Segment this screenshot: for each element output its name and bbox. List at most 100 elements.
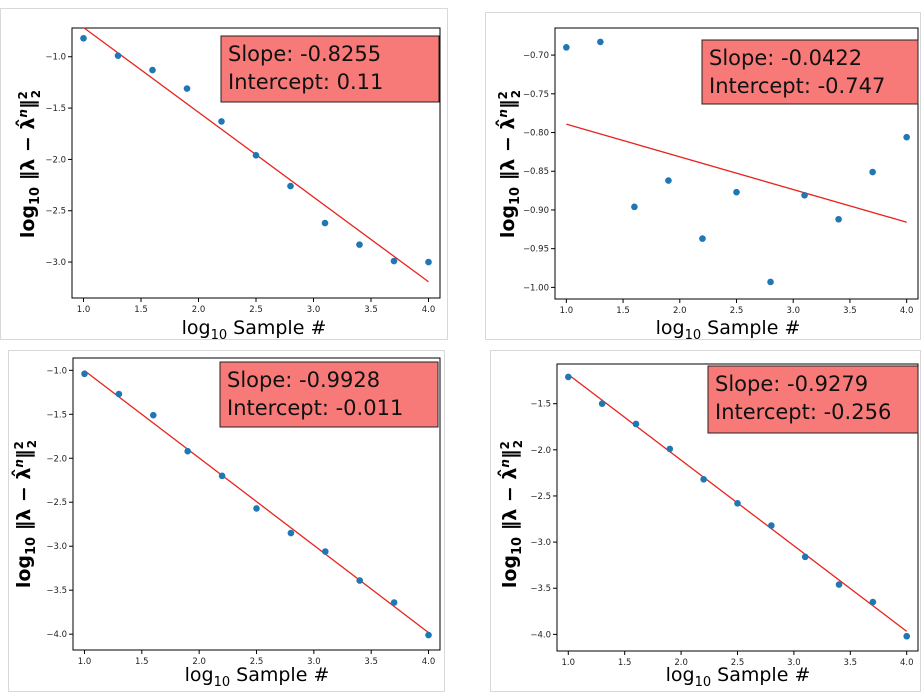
data-point [218,118,225,125]
data-point [149,66,156,74]
data-point [835,215,842,223]
slope-text: Slope: -0.9279 [715,372,868,396]
annotation-box [707,365,919,434]
chart-panel-2: 1.0 1.5 2.0 2.5 3.0 3.5 4.0 −0.70 −0.75 −0.80 −0.8… [485,12,921,343]
data-point [835,581,843,588]
x-tick-label: 3.5 [364,657,378,667]
annotation-box [219,361,439,428]
y-tick-label: −3.5 [530,584,551,594]
data-point [80,34,87,42]
x-tick-label: 3.0 [307,657,321,667]
y-tick-label: −3.5 [46,586,67,596]
data-point [356,241,363,248]
data-point [869,168,876,176]
chart-panels: 1.0 1.5 2.0 2.5 3.0 3.5 4.0 −1.0 −1.5 −2.0 −2.5 −3.… [0,8,921,692]
y-tick-label: −3.0 [530,538,551,548]
y-tick-label: −1.5 [530,400,551,410]
x-tick-label: 2.0 [673,306,687,316]
x-tick-label: 3.0 [307,305,321,315]
y-tick-label: −0.75 [523,90,549,100]
x-axis-label: log10 Sample # [185,664,330,690]
data-point [869,598,877,606]
regression-line [84,370,429,634]
y-tick-label: −1.5 [46,410,67,420]
x-tick-label: 3.0 [787,658,801,668]
data-point [183,85,191,92]
fit-annotation: Slope: -0.0422 Intercept: -0.747 [701,39,919,105]
data-point [734,500,741,507]
data-point [801,553,809,561]
x-tick-label: 4.0 [900,306,914,316]
slope-text: Slope: -0.8255 [228,42,381,66]
data-point [322,548,329,555]
y-tick-label: −4.0 [530,630,551,640]
x-axis-label: log10 Sample # [182,317,327,343]
data-point [666,445,674,453]
data-point [631,203,638,211]
y-tick-label: −2.5 [46,498,67,508]
data-point [81,370,88,378]
x-tick-label: 1.0 [560,306,574,316]
x-tick-label: 4.0 [422,657,436,667]
data-point [287,182,294,190]
y-axis-label: log10 ‖λ − λ̂n‖22 [497,440,525,588]
data-point [390,599,398,606]
data-point [903,133,910,141]
x-tick-label: 1.5 [616,306,630,316]
data-point [699,235,706,242]
y-tick-label: −2.5 [45,207,66,217]
fit-annotation: Slope: -0.8255 Intercept: 0.11 [220,35,440,103]
x-tick-label: 1.0 [562,658,576,668]
x-tick-label: 3.5 [844,658,858,668]
data-point [597,38,604,46]
y-tick-label: −3.0 [45,258,66,268]
y-tick-label: −0.70 [523,51,549,61]
y-tick-label: −2.5 [530,492,551,502]
y-tick-label: −1.0 [45,53,66,63]
data-point [115,390,123,398]
slope-text: Slope: -0.9928 [227,368,380,392]
data-point [287,529,295,537]
x-tick-label: 2.0 [192,305,206,315]
y-tick-label: −0.90 [523,206,549,216]
x-tick-label: 2.5 [250,657,264,667]
x-tick-label: 2.0 [674,658,688,668]
y-tick-label: −4.0 [46,630,67,640]
data-point [425,631,432,639]
y-axis-label: log10 ‖λ − λ̂n‖22 [495,90,523,238]
x-tick-label: 1.5 [618,658,632,668]
chart-panel-1: 1.0 1.5 2.0 2.5 3.0 3.5 4.0 −1.0 −1.5 −2.0 −2.5 −3.… [0,8,448,343]
x-tick-label: 3.0 [786,306,800,316]
data-point [564,373,572,381]
x-axis-label: log10 Sample # [656,317,801,343]
data-point [184,447,191,455]
data-point [665,177,672,184]
annotation-box [701,39,919,105]
y-tick-label: −0.85 [523,167,549,177]
data-point [425,258,432,266]
slope-text: Slope: -0.0422 [709,46,862,70]
x-tick-label: 2.5 [730,306,744,316]
y-tick-label: −2.0 [45,155,66,165]
data-point [801,191,808,199]
data-point [768,522,775,529]
data-point [733,188,740,196]
x-tick-label: 1.0 [78,657,92,667]
y-tick-label: −0.95 [523,245,549,255]
data-point [149,411,157,419]
intercept-text: Intercept: 0.11 [228,70,383,94]
intercept-text: Intercept: -0.256 [715,400,891,424]
annotation-box [220,35,440,103]
regression-line [566,123,907,223]
data-point [252,152,260,159]
x-tick-label: 4.0 [900,658,914,668]
data-point [253,505,260,512]
data-point [563,44,570,51]
data-point [700,476,707,483]
x-tick-label: 1.0 [77,305,91,315]
y-axis-label: log10 ‖λ − λ̂n‖22 [15,90,43,238]
y-tick-label: −2.0 [46,454,67,464]
x-tick-label: 1.5 [135,657,149,667]
x-tick-label: 1.5 [134,305,148,315]
